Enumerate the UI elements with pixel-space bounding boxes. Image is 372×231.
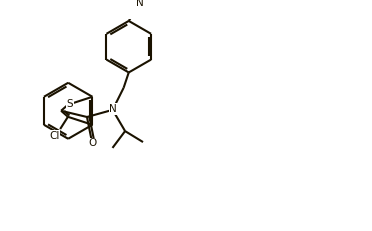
Text: S: S: [67, 99, 73, 109]
Text: N: N: [109, 104, 117, 114]
Text: O: O: [88, 138, 96, 148]
Text: N: N: [137, 0, 144, 8]
Text: Cl: Cl: [49, 131, 60, 141]
